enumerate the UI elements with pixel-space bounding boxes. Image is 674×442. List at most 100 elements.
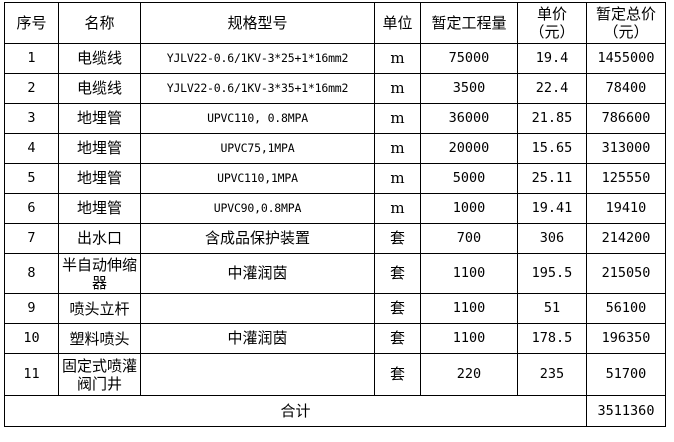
cell-price: 51 <box>517 293 587 324</box>
cell-qty: 1100 <box>420 293 518 324</box>
cell-spec <box>140 353 375 396</box>
cell-no: 6 <box>4 193 59 224</box>
table-row: 4 地埋管 UPVC75,1MPA m 20000 15.65 313000 <box>4 133 666 164</box>
cell-qty: 3500 <box>420 73 518 104</box>
table-row: 6 地埋管 UPVC90,0.8MPA m 1000 19.41 19410 <box>4 193 666 224</box>
cell-no: 11 <box>4 353 59 396</box>
cell-spec: UPVC110, 0.8MPA <box>140 103 375 134</box>
cell-unit: m <box>374 133 421 164</box>
header-spec: 规格型号 <box>140 2 375 44</box>
table-row: 9 喷头立杆 套 1100 51 56100 <box>4 293 666 324</box>
cell-qty: 1100 <box>420 253 518 294</box>
cell-no: 5 <box>4 163 59 194</box>
cell-unit: 套 <box>374 253 421 294</box>
cell-total: 56100 <box>586 293 666 324</box>
cell-price: 178.5 <box>517 323 587 354</box>
cell-total: 196350 <box>586 323 666 354</box>
cell-name: 固定式喷灌阀门井 <box>58 353 141 396</box>
header-no: 序号 <box>4 2 59 44</box>
header-name: 名称 <box>58 2 141 44</box>
cell-spec <box>140 293 375 324</box>
cell-unit: 套 <box>374 293 421 324</box>
cell-spec: UPVC90,0.8MPA <box>140 193 375 224</box>
cell-total: 313000 <box>586 133 666 164</box>
cell-qty: 20000 <box>420 133 518 164</box>
cell-unit: m <box>374 43 421 74</box>
cell-price: 195.5 <box>517 253 587 294</box>
cell-no: 8 <box>4 253 59 294</box>
table-row: 11 固定式喷灌阀门井 套 220 235 51700 <box>4 353 666 396</box>
cell-name: 喷头立杆 <box>58 293 141 324</box>
cell-no: 10 <box>4 323 59 354</box>
cell-price: 21.85 <box>517 103 587 134</box>
cell-qty: 5000 <box>420 163 518 194</box>
cell-qty: 220 <box>420 353 518 396</box>
table-row: 7 出水口 含成品保护装置套 700 306 214200 <box>4 223 666 254</box>
cell-name: 半自动伸缩器 <box>58 253 141 294</box>
cell-total: 78400 <box>586 73 666 104</box>
cell-spec: 含成品保护装置 <box>140 223 375 254</box>
header-row: 序号 名称 规格型号 单位 暂定工程量 单价（元） 暂定总价（元） <box>4 2 666 44</box>
cell-unit: 套 <box>374 353 421 396</box>
cell-qty: 36000 <box>420 103 518 134</box>
cell-no: 2 <box>4 73 59 104</box>
cell-total: 125550 <box>586 163 666 194</box>
cell-unit: m <box>374 163 421 194</box>
cell-price: 19.4 <box>517 43 587 74</box>
table-body: 1 电缆线 YJLV22-0.6/1KV-3*25+1*16mm2 m 75000 19.… <box>4 43 666 396</box>
cell-name: 电缆线 <box>58 43 141 74</box>
total-label: 合计 <box>4 395 587 427</box>
cell-no: 4 <box>4 133 59 164</box>
header-unit: 单位 <box>374 2 421 44</box>
cell-name: 地埋管 <box>58 193 141 224</box>
cell-total: 51700 <box>586 353 666 396</box>
budget-table: 序号 名称 规格型号 单位 暂定工程量 单价（元） 暂定总价（元） 1 电缆线 YJ… <box>4 2 666 427</box>
cell-total: 786600 <box>586 103 666 134</box>
cell-spec: YJLV22-0.6/1KV-3*25+1*16mm2 <box>140 43 375 74</box>
total-value: 3511360 <box>586 395 666 427</box>
table-row: 5 地埋管 UPVC110,1MPA m 5000 25.11 125550 <box>4 163 666 194</box>
cell-spec: UPVC110,1MPA <box>140 163 375 194</box>
table-row: 2 电缆线 YJLV22-0.6/1KV-3*35+1*16mm2 m 3500 22.4… <box>4 73 666 104</box>
cell-qty: 1100 <box>420 323 518 354</box>
cell-unit: m <box>374 193 421 224</box>
header-qty: 暂定工程量 <box>420 2 518 44</box>
cell-qty: 1000 <box>420 193 518 224</box>
cell-no: 1 <box>4 43 59 74</box>
cell-total: 214200 <box>586 223 666 254</box>
cell-name: 出水口 <box>58 223 141 254</box>
cell-no: 7 <box>4 223 59 254</box>
cell-price: 306 <box>517 223 587 254</box>
table-row: 3 地埋管 UPVC110, 0.8MPA m 36000 21.85 786600 <box>4 103 666 134</box>
cell-spec: 中灌润茵 <box>140 253 375 294</box>
cell-unit: 套 <box>374 323 421 354</box>
header-price: 单价（元） <box>517 2 587 44</box>
cell-price: 25.11 <box>517 163 587 194</box>
cell-name: 电缆线 <box>58 73 141 104</box>
table-row: 10 塑料喷头 中灌润茵套 1100 178.5 196350 <box>4 323 666 354</box>
cell-unit: m <box>374 73 421 104</box>
cell-total: 1455000 <box>586 43 666 74</box>
cell-total: 19410 <box>586 193 666 224</box>
cell-name: 地埋管 <box>58 103 141 134</box>
cell-no: 9 <box>4 293 59 324</box>
cell-spec: UPVC75,1MPA <box>140 133 375 164</box>
header-total: 暂定总价（元） <box>586 2 666 44</box>
cell-spec: 中灌润茵 <box>140 323 375 354</box>
cell-price: 19.41 <box>517 193 587 224</box>
table-row: 1 电缆线 YJLV22-0.6/1KV-3*25+1*16mm2 m 75000 19.… <box>4 43 666 74</box>
cell-total: 215050 <box>586 253 666 294</box>
cell-name: 地埋管 <box>58 133 141 164</box>
cell-name: 地埋管 <box>58 163 141 194</box>
cell-price: 235 <box>517 353 587 396</box>
cell-price: 22.4 <box>517 73 587 104</box>
cell-unit: m <box>374 103 421 134</box>
table-row: 8 半自动伸缩器 中灌润茵套 1100 195.5 215050 <box>4 253 666 294</box>
cell-spec: YJLV22-0.6/1KV-3*35+1*16mm2 <box>140 73 375 104</box>
cell-qty: 700 <box>420 223 518 254</box>
total-row: 合计 3511360 <box>4 395 666 427</box>
cell-qty: 75000 <box>420 43 518 74</box>
cell-name: 塑料喷头 <box>58 323 141 354</box>
cell-no: 3 <box>4 103 59 134</box>
cell-price: 15.65 <box>517 133 587 164</box>
